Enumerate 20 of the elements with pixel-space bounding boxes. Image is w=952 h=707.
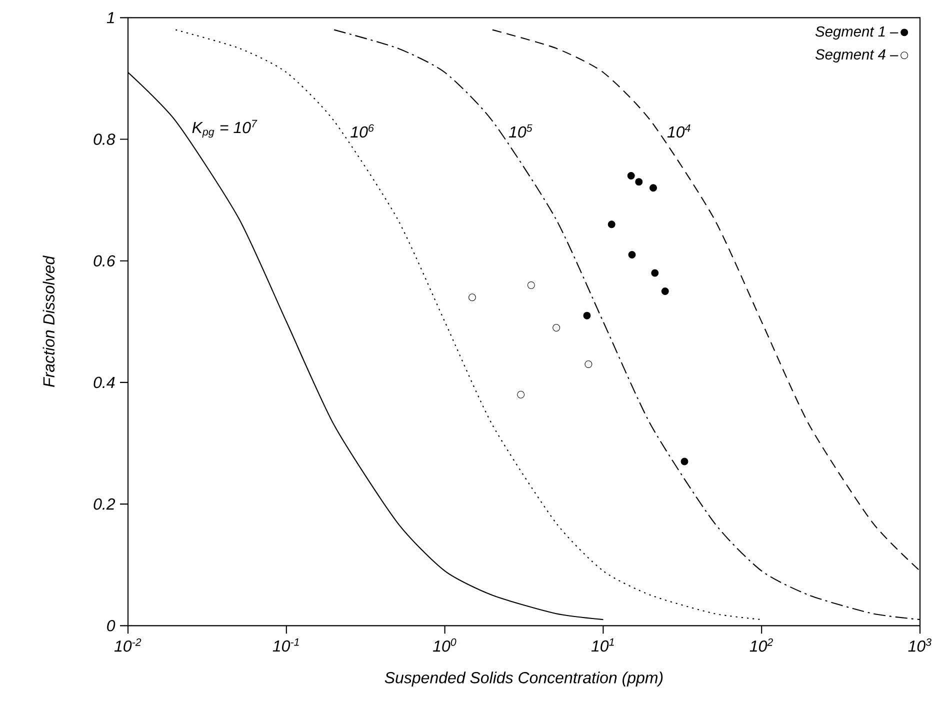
x-tick-label: 10$^{1}$	[591, 638, 614, 652]
x-tick-label: 10$^{3}$	[908, 638, 932, 652]
y-tick-label: 0.2	[94, 498, 116, 510]
x-axis-title: Suspended Solids Concentration (ppm)	[384, 672, 663, 687]
y-tick-label: 0.8	[94, 134, 116, 146]
series-label: 10$^{6}$	[350, 124, 374, 138]
y-tick-label: 0	[107, 620, 116, 632]
legend-label: Segment 1 –	[815, 26, 898, 40]
x-tick-label: 10$^{2}$	[750, 638, 773, 652]
x-tick-label: 10$^{0}$	[433, 638, 456, 652]
series-label: 10$^{5}$	[508, 124, 532, 138]
y-tick-label: 0.6	[94, 255, 116, 267]
x-tick-label: 10$^{-2}$	[114, 638, 142, 652]
y-tick-label: 1	[106, 12, 114, 24]
y-tick-label: 0.4	[94, 376, 115, 388]
series-label: 10$^{4}$	[667, 124, 690, 138]
y-axis-title: Fraction Dissolved	[42, 256, 55, 388]
series-label: K$_{pg}$ = 10$^{7}$	[192, 120, 258, 138]
legend-label: Segment 4 –	[815, 49, 898, 63]
x-tick-label: 10$^{-1}$	[272, 638, 299, 652]
